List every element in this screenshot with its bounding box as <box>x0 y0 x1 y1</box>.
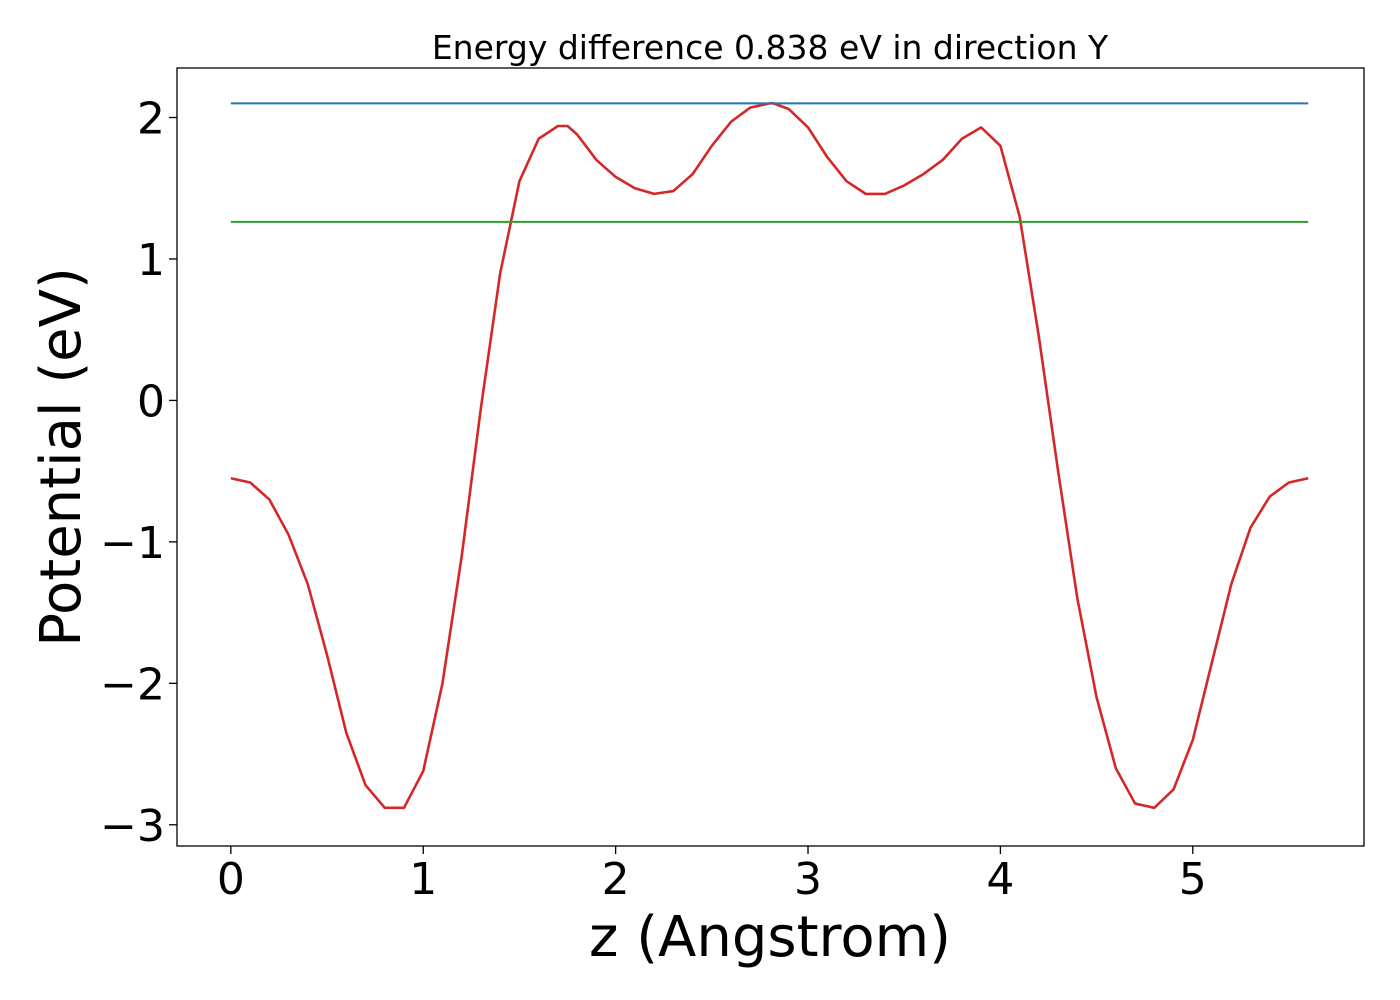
x-tick-label: 3 <box>794 854 822 905</box>
x-tick-label: 1 <box>409 854 437 905</box>
y-tick-label: 1 <box>137 235 165 286</box>
x-axis-ticks: 0 1 2 3 4 5 <box>217 846 1207 905</box>
x-tick-label: 4 <box>986 854 1014 905</box>
y-tick-label: −1 <box>100 518 165 569</box>
chart-title: Energy difference 0.838 eV in direction … <box>432 28 1109 67</box>
x-tick-label: 2 <box>602 854 630 905</box>
y-tick-label: −3 <box>100 801 165 852</box>
y-tick-label: 0 <box>137 376 165 427</box>
plot-frame <box>176 67 1365 847</box>
y-axis-ticks: −3 −2 −1 0 1 2 <box>100 94 177 852</box>
series-layer <box>230 102 1309 810</box>
x-axis-label: z (Angstrom) <box>589 905 951 970</box>
x-tick-label: 0 <box>217 854 245 905</box>
y-tick-label: −2 <box>100 659 165 710</box>
y-tick-label: 2 <box>137 94 165 145</box>
series-line-0 <box>230 102 1309 810</box>
x-tick-label: 5 <box>1179 854 1207 905</box>
y-axis-label: Potential (eV) <box>29 267 94 647</box>
